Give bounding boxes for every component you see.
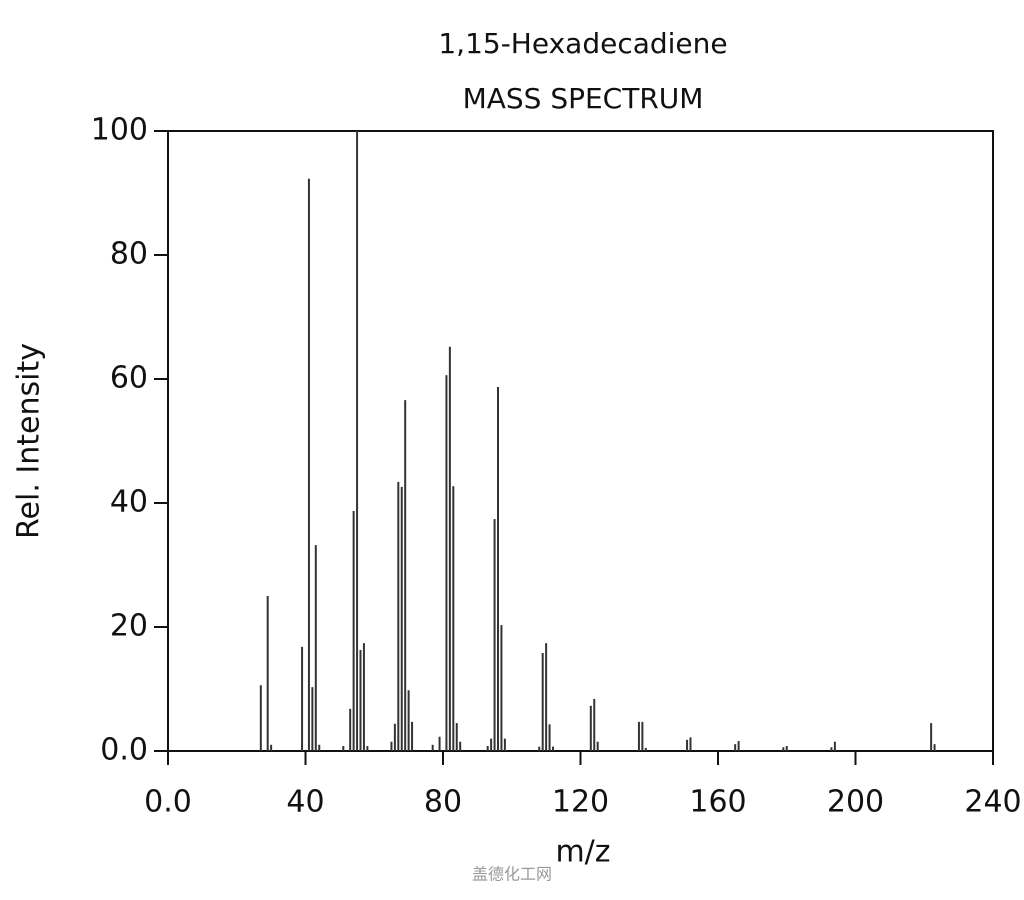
x-tick-label: 40 bbox=[286, 785, 324, 820]
x-tick-label: 80 bbox=[424, 785, 462, 820]
y-tick-label: 80 bbox=[110, 237, 148, 272]
x-tick-label: 200 bbox=[827, 785, 884, 820]
x-tick-label: 0.0 bbox=[144, 785, 192, 820]
y-tick-label: 40 bbox=[110, 485, 148, 520]
chart-subtitle: MASS SPECTRUM bbox=[463, 82, 704, 115]
watermark: 盖德化工网 bbox=[472, 865, 552, 884]
x-tick-label: 160 bbox=[689, 785, 746, 820]
x-tick-label: 120 bbox=[552, 785, 609, 820]
chart-title: 1,15-Hexadecadiene bbox=[438, 27, 727, 60]
plot-frame bbox=[167, 130, 994, 752]
y-tick-label: 60 bbox=[110, 361, 148, 396]
x-tick-label: 240 bbox=[964, 785, 1021, 820]
y-axis-label: Rel. Intensity bbox=[12, 343, 47, 539]
y-tick-label: 0.0 bbox=[100, 733, 148, 768]
y-tick-label: 100 bbox=[91, 113, 148, 148]
y-tick-label: 20 bbox=[110, 609, 148, 644]
x-axis-label: m/z bbox=[555, 835, 610, 870]
